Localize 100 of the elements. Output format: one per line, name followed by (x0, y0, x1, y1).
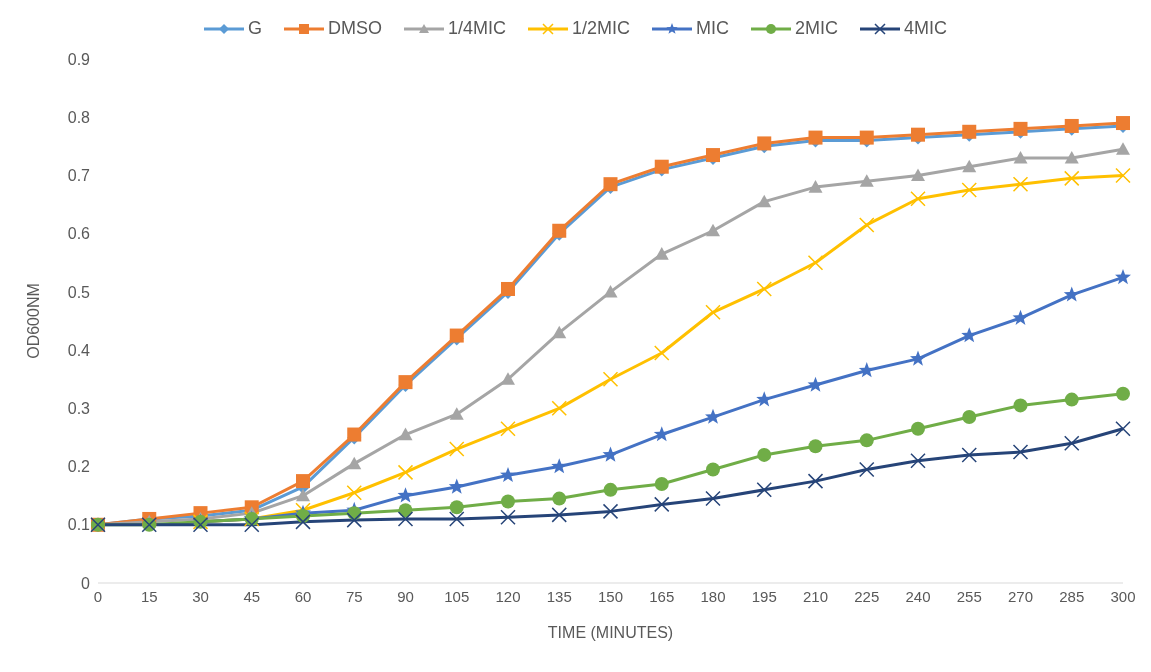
point (551, 507, 567, 523)
point (1115, 420, 1131, 437)
x-tick-label: 105 (444, 587, 470, 605)
point (1013, 150, 1028, 164)
x-tick-label: 210 (802, 587, 829, 605)
y-tick-label: 0.1 (67, 516, 91, 534)
point (910, 190, 926, 207)
y-tick-label: 0.2 (67, 458, 91, 476)
x-tick-label: 270 (1007, 587, 1034, 605)
point (1064, 435, 1080, 452)
point (654, 345, 670, 361)
point (346, 485, 362, 501)
point (1064, 392, 1079, 407)
x-tick-label: 30 (192, 587, 209, 605)
point (1013, 398, 1028, 413)
y-tick-label: 0.6 (67, 225, 91, 243)
point (1115, 167, 1131, 184)
x-tick-label: 135 (546, 587, 572, 605)
point (244, 517, 260, 533)
point (756, 281, 772, 297)
point (397, 511, 414, 527)
point (449, 511, 465, 527)
x-tick-label: 285 (1059, 587, 1085, 605)
point (859, 461, 875, 478)
point (1115, 268, 1131, 285)
y-tick-label: 0.7 (67, 167, 91, 185)
point (910, 350, 926, 366)
point (961, 182, 977, 198)
x-tick-label: 90 (397, 587, 414, 605)
y-tick-label: 0.4 (67, 341, 91, 359)
point (911, 421, 925, 436)
point (551, 400, 567, 417)
x-tick-label: 75 (345, 587, 363, 605)
point (1012, 309, 1029, 325)
point (551, 458, 568, 474)
point (449, 500, 464, 515)
point (296, 488, 310, 502)
point (706, 223, 720, 237)
point (449, 441, 465, 457)
legend-label: 1/2MIC (571, 18, 631, 39)
point (552, 491, 567, 506)
x-tick-label: 45 (243, 587, 261, 605)
legend-label: MIC (696, 18, 730, 39)
x-tick-label: 195 (751, 587, 777, 605)
x-tick-label: 0 (93, 587, 103, 605)
x-tick-label: 60 (294, 587, 312, 605)
point (808, 439, 823, 454)
point (1063, 286, 1080, 302)
legend-label: 2MIC (795, 18, 839, 39)
x-tick-label: 120 (495, 587, 521, 605)
point (602, 503, 619, 520)
point (448, 478, 465, 494)
point (603, 482, 618, 497)
legend-label: 1/4MIC (447, 18, 506, 39)
x-tick-label: 225 (854, 587, 880, 605)
point (808, 180, 823, 193)
point (654, 477, 669, 492)
point (962, 159, 977, 173)
point (501, 494, 515, 509)
point (757, 447, 772, 462)
y-axis-title: OD600NM (24, 283, 42, 359)
legend-label: 4MIC (904, 18, 948, 39)
point (807, 255, 824, 271)
point (705, 408, 721, 424)
point (962, 410, 977, 425)
point (858, 362, 875, 378)
point (500, 466, 516, 483)
y-tick-label: 0.9 (67, 50, 91, 68)
y-tick-label: 0 (81, 574, 91, 592)
point (1064, 170, 1080, 187)
y-tick-label: 0.3 (67, 400, 91, 418)
point (603, 284, 618, 298)
point (449, 407, 464, 420)
point (501, 372, 515, 385)
y-tick-label: 0.8 (67, 108, 91, 126)
point (757, 194, 772, 208)
point (397, 487, 414, 503)
legend-label: G (247, 18, 262, 39)
point (602, 371, 619, 387)
point (859, 217, 875, 233)
legend-label: DMSO (327, 18, 382, 39)
point (654, 247, 669, 260)
point (705, 304, 721, 321)
point (705, 490, 721, 507)
point (961, 447, 977, 463)
point (911, 168, 925, 182)
point (1012, 176, 1029, 192)
point (859, 174, 874, 187)
x-axis-title: TIME (MINUTES) (547, 624, 674, 641)
point (706, 462, 720, 477)
point (1064, 150, 1079, 164)
point (756, 482, 772, 498)
x-tick-label: 15 (140, 587, 158, 605)
point (1012, 444, 1029, 460)
point (602, 446, 619, 462)
point (346, 512, 362, 528)
point (500, 509, 516, 525)
point (552, 325, 567, 339)
point (859, 433, 874, 448)
point (807, 473, 824, 489)
